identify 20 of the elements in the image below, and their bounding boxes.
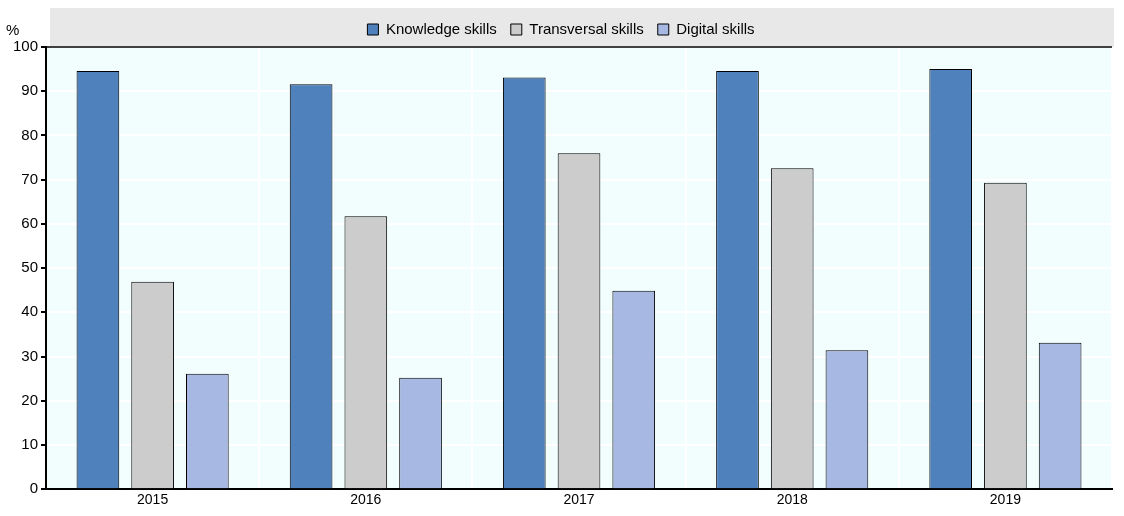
legend-label: Knowledge skills [385,19,497,37]
y-tick-label: 90 [21,81,39,99]
y-tick-label: 0 [29,479,39,497]
y-tick-label: 40 [21,302,39,320]
legend-label: Digital skills [676,19,755,37]
y-tick-label: 20 [21,390,39,408]
x-tick-label: 2018 [776,491,808,508]
y-tick-label: 70 [21,169,39,187]
legend-label: Transversal skills [529,19,644,37]
x-tick-label: 2016 [350,491,382,508]
y-tick-label: 10 [21,435,39,453]
x-tick-label: 2019 [989,491,1022,508]
y-tick-label: 50 [21,258,39,276]
y-axis-title: % [6,21,20,38]
y-tick-label: 30 [21,346,39,364]
x-tick-label: 2017 [563,491,595,508]
y-tick-label: 80 [21,125,39,143]
y-tick-label: 100 [13,37,39,55]
y-tick-label: 60 [21,214,39,232]
x-tick-label: 2015 [137,491,169,508]
